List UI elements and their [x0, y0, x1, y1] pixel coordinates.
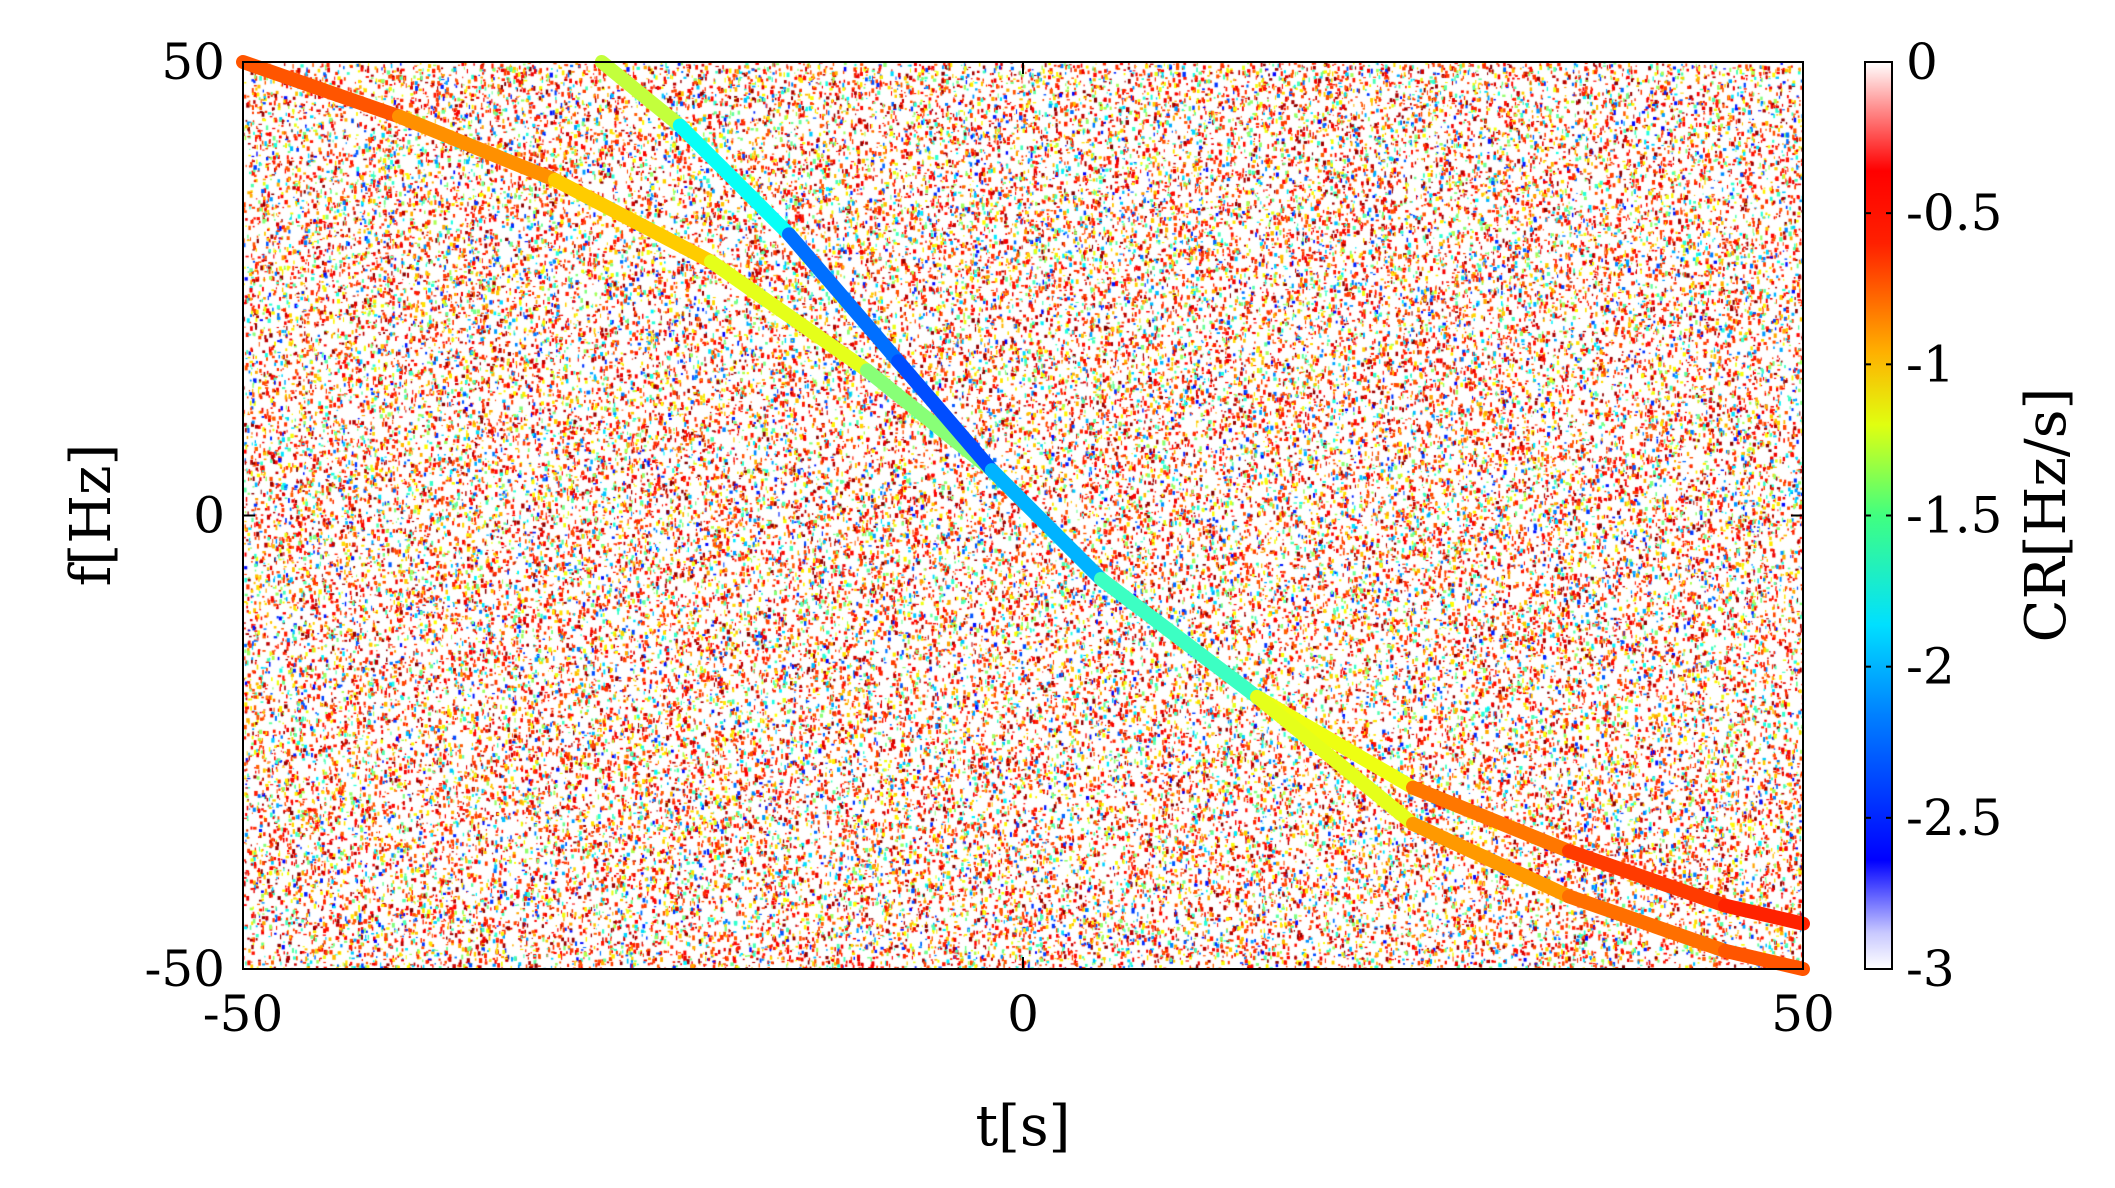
colorbar-tick-label: -1.5: [1906, 487, 2002, 545]
ridge-1-segment: [704, 254, 874, 378]
ridge-2-segment: [782, 227, 906, 369]
ridge-2-segment: [1718, 943, 1810, 976]
x-axis: -50 0 50: [203, 62, 1835, 1043]
colorbar-tick-label: -2: [1906, 638, 1955, 696]
colorbar-ticks: 0 -0.5 -1 -1.5 -2 -2.5 -3: [1865, 33, 2002, 998]
y-axis-label: f[Hz]: [59, 444, 124, 587]
x-tick-label: 0: [1007, 985, 1039, 1043]
colorbar-tick-label: -2.5: [1906, 789, 2002, 847]
chirp-rate-heatmap: [243, 62, 1803, 969]
ridge-2-segment: [1250, 689, 1420, 831]
ridge-2: [594, 55, 1810, 976]
colorbar-label: CR[Hz/s]: [2014, 388, 2079, 643]
x-tick-label: 50: [1771, 985, 1835, 1043]
colorbar-tick-label: -1: [1906, 335, 1955, 393]
colorbar-tick-label: -3: [1906, 940, 1955, 998]
ridge-2-segment: [891, 354, 999, 478]
ridge-2-segment: [1562, 889, 1732, 958]
colorbar-tick-label: -0.5: [1906, 184, 2002, 242]
y-tick-label: 0: [193, 487, 225, 545]
y-tick-label: -50: [144, 940, 225, 998]
ridge-1-segment: [1562, 844, 1732, 913]
x-axis-label: t[s]: [976, 1094, 1071, 1159]
ridge-2-segment: [1406, 816, 1576, 904]
y-tick-label: 50: [161, 33, 225, 91]
colorbar-tick-label: 0: [1906, 33, 1938, 91]
y-axis: -50 0 50: [144, 33, 1803, 998]
ridge-2-segment: [1094, 571, 1264, 704]
chirp-ridges: [236, 55, 1810, 976]
ridge-1-segment: [1718, 898, 1810, 931]
ridge-2-segment: [984, 463, 1108, 586]
ridge-2-segment: [594, 55, 687, 133]
ridge-1-segment: [236, 55, 406, 124]
ridge-1-segment: [548, 172, 718, 269]
plot-frame: [242, 61, 1804, 970]
ridge-1-segment: [1406, 780, 1576, 859]
ridge-1-segment: [392, 109, 562, 187]
x-tick-label: -50: [203, 985, 284, 1043]
ridge-2-segment: [672, 118, 796, 242]
